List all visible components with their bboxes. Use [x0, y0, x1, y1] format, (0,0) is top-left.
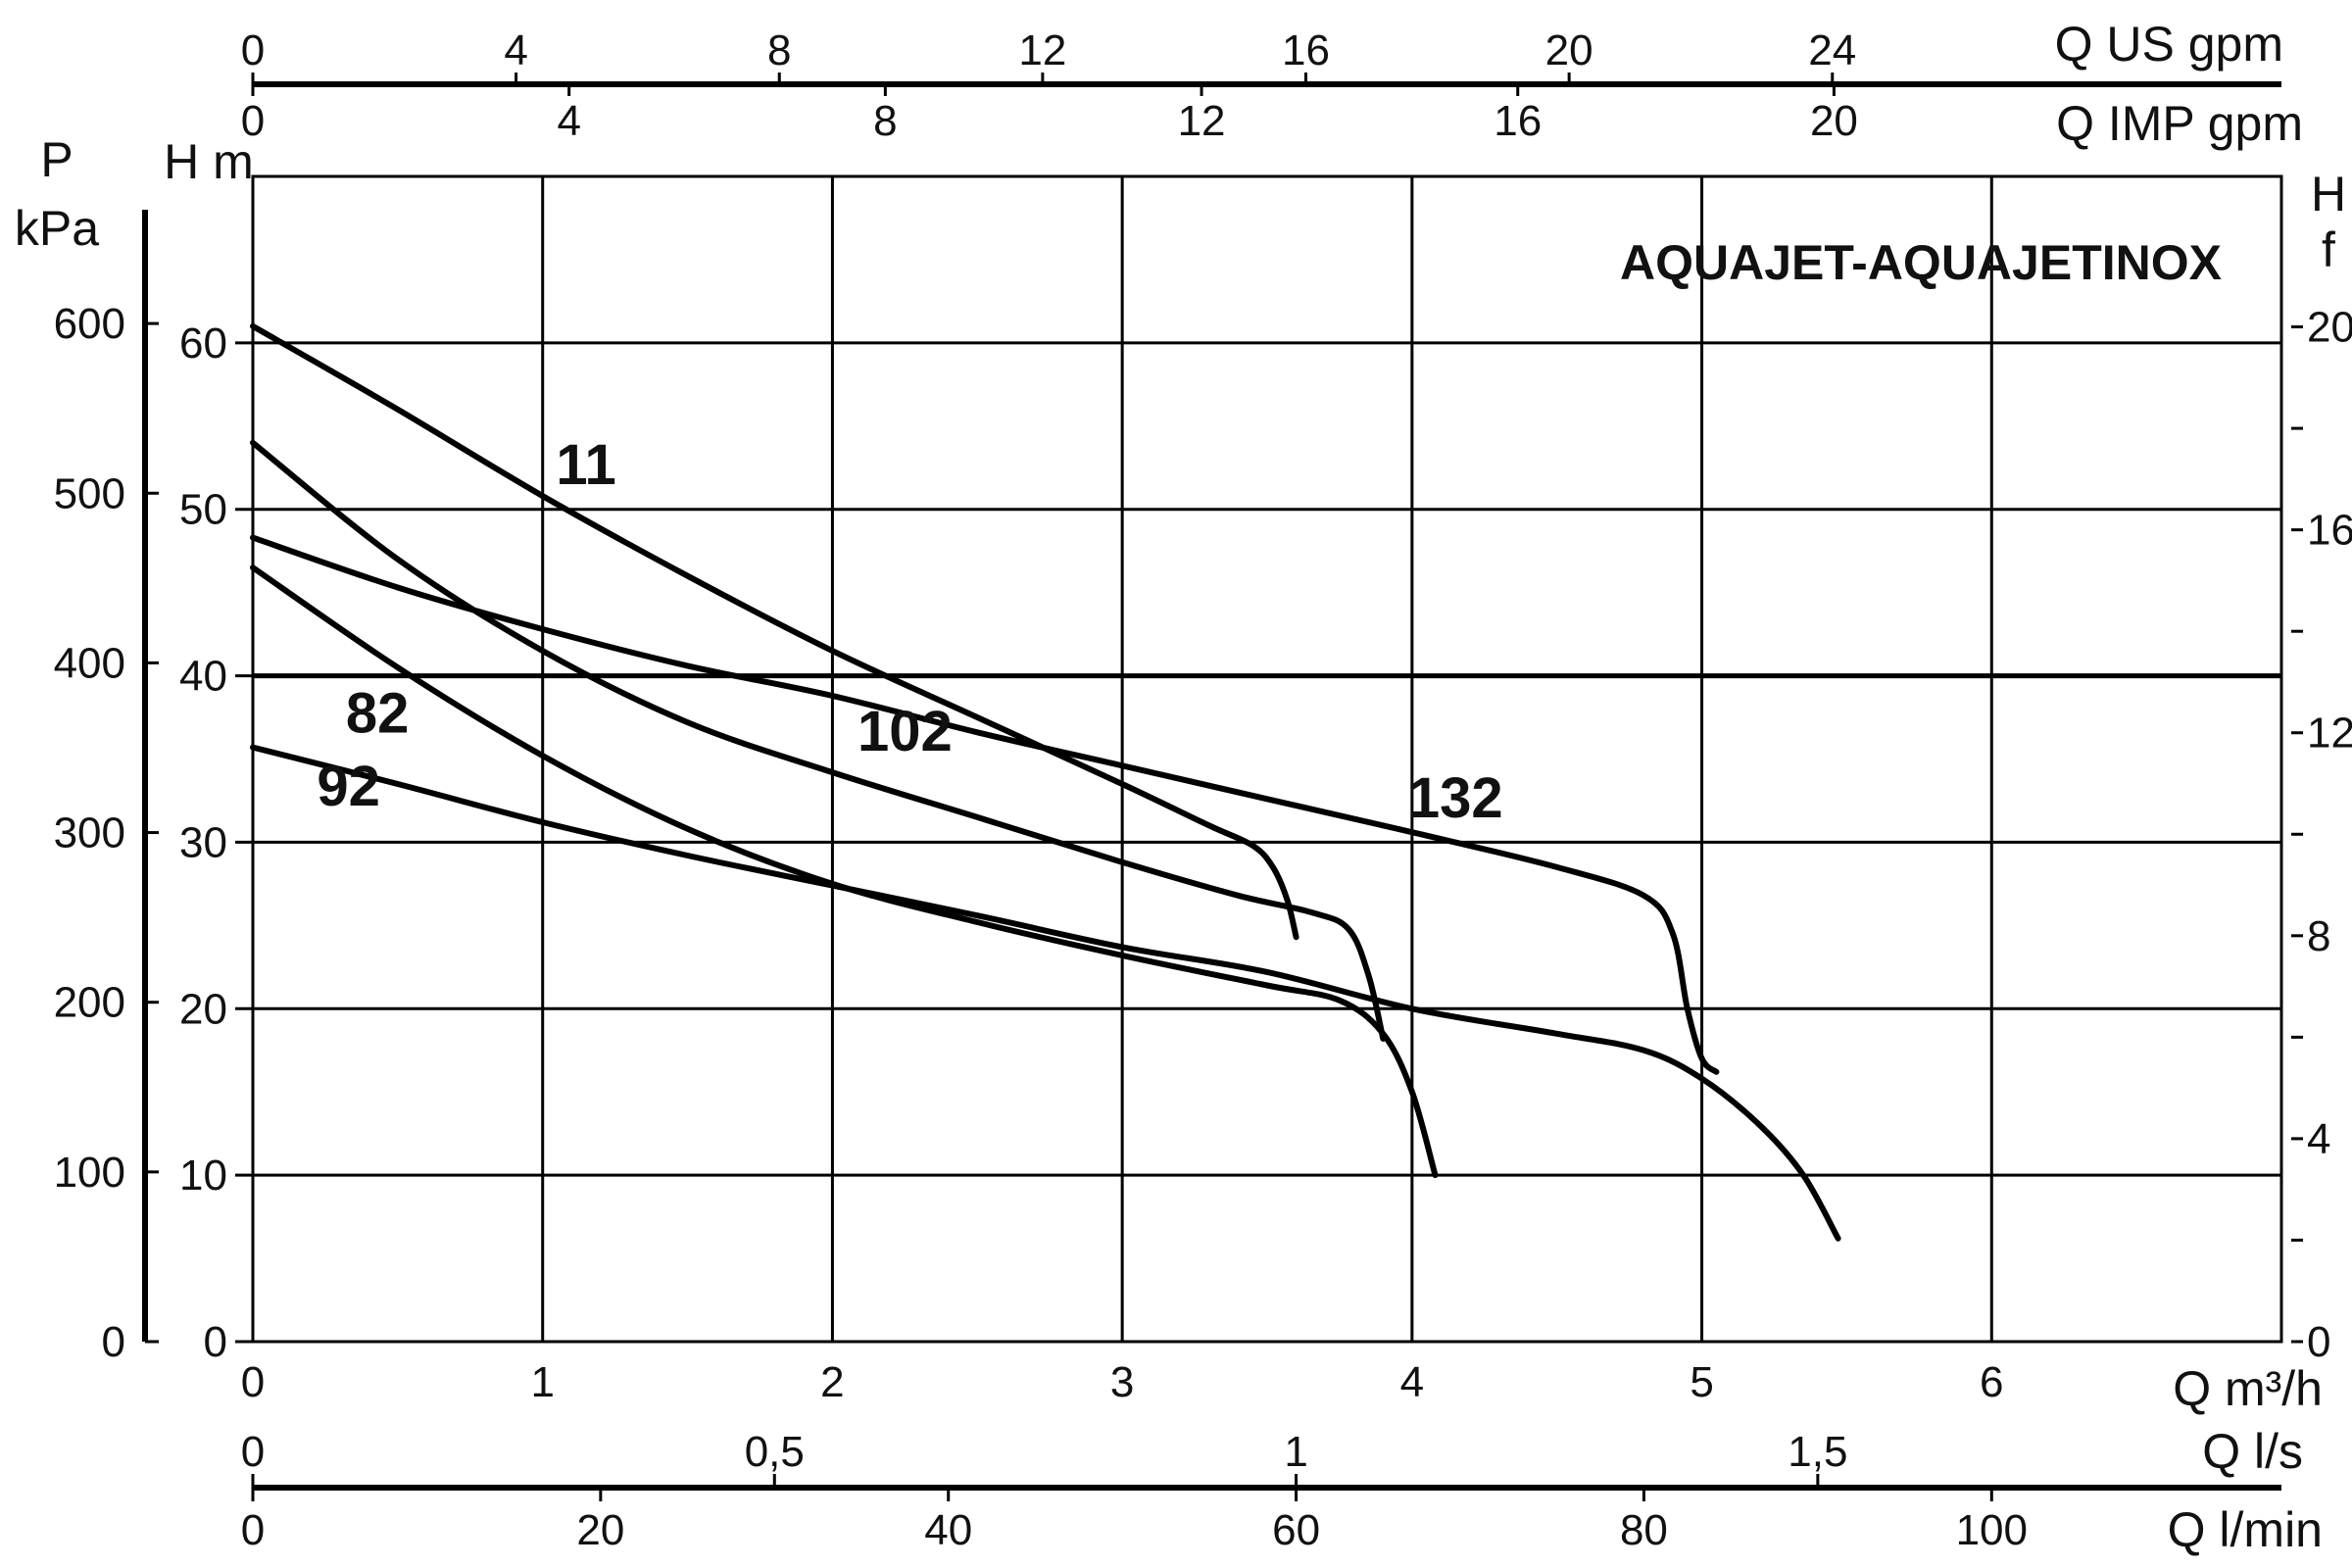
head-ft-tick-label: 12: [2307, 710, 2352, 758]
series-label-11: 11: [556, 433, 615, 497]
head-ft-axis-label-top: H: [2311, 167, 2346, 221]
series-line-132: [250, 534, 1720, 1075]
l-per-s-label: Q l/s: [2202, 1424, 2303, 1479]
l-per-min-tick-label: 60: [1272, 1506, 1320, 1554]
pressure-tick-label: 300: [54, 809, 125, 858]
series-label-132: 132: [1408, 766, 1503, 830]
plot-frame: [251, 174, 2283, 1344]
pressure-axis-label-top: P: [40, 132, 73, 187]
pressure-axis-label-unit: kPa: [15, 201, 99, 256]
chart-title: AQUAJET-AQUAJETINOX: [1620, 235, 2222, 290]
l-per-s-tick-label: 1: [1284, 1428, 1307, 1476]
y-tick-label: 40: [179, 653, 227, 701]
x-tick-label: 2: [820, 1358, 844, 1406]
x-tick-label: 4: [1400, 1358, 1424, 1406]
imp-gpm-label: Q IMP gpm: [2056, 96, 2303, 151]
imp-gpm-tick-label: 4: [557, 97, 580, 145]
pressure-tick-label: 400: [54, 639, 125, 687]
pressure-tick-label: 200: [54, 979, 125, 1027]
y-tick-label: 0: [204, 1318, 227, 1366]
axes: 0 1 2 3 4 5 6010203040506001002003004005006000…: [54, 26, 2352, 1554]
y-tick-label: 30: [179, 818, 227, 866]
head-ft-tick-label: 16: [2307, 507, 2352, 555]
us-gpm-tick-label: 24: [1808, 26, 1856, 74]
us-gpm-tick-label: 8: [767, 26, 791, 74]
series-line-82: [250, 564, 1439, 1179]
l-per-s-tick-label: 0: [241, 1428, 265, 1476]
pressure-tick-label: 500: [54, 469, 125, 517]
us-gpm-label: Q US gpm: [2055, 17, 2283, 72]
series-label-82: 82: [346, 681, 410, 745]
l-per-s-tick-label: 0,5: [745, 1428, 805, 1476]
grid: [251, 174, 2283, 1344]
l-per-min-tick-label: 100: [1956, 1506, 2028, 1554]
series-label-102: 102: [858, 700, 953, 763]
l-per-s-tick-label: 1,5: [1788, 1428, 1847, 1476]
imp-gpm-tick-label: 0: [241, 97, 265, 145]
x-tick-label: 5: [1690, 1358, 1713, 1406]
series-label-92: 92: [317, 755, 380, 818]
labels: AQUAJET-AQUAJETINOX Q m³/h H m Q US gpm …: [15, 17, 2346, 1557]
l-per-min-tick-label: 80: [1620, 1506, 1668, 1554]
head-ft-tick-label: 4: [2307, 1115, 2330, 1163]
head-ft-tick-label: 0: [2307, 1318, 2330, 1366]
pressure-tick-label: 100: [54, 1149, 125, 1197]
l-per-min-label: Q l/min: [2168, 1502, 2323, 1557]
y-tick-label: 20: [179, 985, 227, 1033]
x-tick-label: 3: [1110, 1358, 1134, 1406]
l-per-min-tick-label: 40: [924, 1506, 972, 1554]
imp-gpm-tick-label: 20: [1810, 97, 1858, 145]
series-line-11: [250, 322, 1299, 941]
pressure-tick-label: 0: [102, 1318, 125, 1366]
imp-gpm-tick-label: 16: [1494, 97, 1542, 145]
pressure-tick-label: 600: [54, 300, 125, 348]
x-tick-label: 0: [241, 1358, 265, 1406]
x-tick-label: 6: [1980, 1358, 2003, 1406]
series-line-92: [250, 744, 1841, 1242]
us-gpm-tick-label: 20: [1545, 26, 1593, 74]
y-tick-label: 10: [179, 1152, 227, 1200]
y-axis-label: H m: [164, 134, 254, 189]
l-per-min-tick-label: 0: [241, 1506, 265, 1554]
y-tick-label: 50: [179, 486, 227, 534]
series: [250, 322, 1841, 1242]
us-gpm-tick-label: 12: [1018, 26, 1066, 74]
x-tick-label: 1: [530, 1358, 554, 1406]
x-axis-label: Q m³/h: [2173, 1361, 2323, 1416]
y-tick-label: 60: [179, 319, 227, 368]
us-gpm-tick-label: 16: [1282, 26, 1330, 74]
us-gpm-tick-label: 4: [504, 26, 527, 74]
us-gpm-tick-label: 0: [241, 26, 265, 74]
series-line-102: [250, 439, 1387, 1042]
imp-gpm-tick-label: 12: [1178, 97, 1226, 145]
head-ft-tick-label: 8: [2307, 912, 2330, 960]
l-per-min-tick-label: 20: [576, 1506, 624, 1554]
head-ft-axis-label-unit: f: [2322, 222, 2335, 277]
imp-gpm-tick-label: 8: [873, 97, 897, 145]
head-ft-tick-label: 20: [2307, 304, 2352, 352]
